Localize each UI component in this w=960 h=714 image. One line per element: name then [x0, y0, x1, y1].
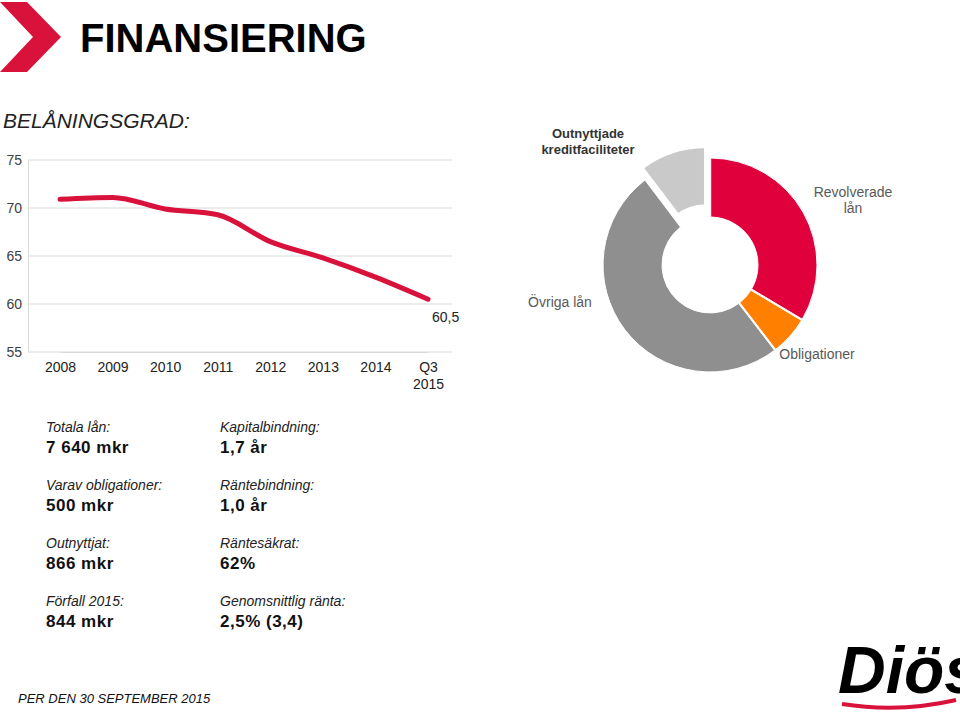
y-tick: 65 [6, 248, 28, 264]
y-tick: 70 [6, 200, 28, 216]
data-labels: 60,5 [432, 309, 459, 325]
stat-value: 2,5% (3,4) [220, 612, 303, 631]
y-tick: 75 [6, 152, 28, 168]
stat-value: 1,0 år [220, 496, 267, 515]
x-tick-label-line: 2013 [308, 359, 339, 375]
y-tick-label: 70 [6, 200, 22, 216]
x-tick: 2009 [97, 352, 128, 375]
x-tick-label-line: Q3 [419, 359, 438, 375]
x-tick-label: 2010 [150, 359, 181, 375]
donut-slice [642, 147, 705, 215]
slice-label-line: lån [844, 200, 863, 216]
logo: Diös [838, 633, 960, 708]
donut-slice [711, 158, 817, 319]
y-tick-label: 75 [6, 152, 22, 168]
y-axis: 55 60 65 70 75 [6, 152, 28, 360]
y-axis-line [28, 161, 29, 353]
x-tick: 2008 [45, 352, 76, 375]
slice-label: Övriga lån [528, 293, 592, 310]
donut-chart [603, 147, 817, 372]
y-tick: 55 [6, 344, 28, 360]
stat-value: 866 mkr [46, 554, 114, 573]
plot-area [60, 197, 428, 299]
stat-label: Outnyttjat: [46, 535, 110, 551]
slice-labels: Revolveradelån Obligationer Övriga lån Outn… [528, 126, 892, 362]
stat-value: 1,7 år [220, 438, 267, 457]
stat-label: Räntesäkrat: [220, 535, 299, 551]
y-tick-label: 65 [6, 248, 22, 264]
footer: PER DEN 30 SEPTEMBER 2015 [18, 691, 211, 706]
x-tick: 2011 [203, 352, 233, 375]
grid [28, 160, 452, 352]
x-tick-label-line: 2012 [255, 359, 286, 375]
grid-line [28, 352, 452, 353]
slice-label-line: Outnyttjade [552, 126, 624, 141]
logo-swoosh [842, 700, 956, 708]
grid-line [28, 160, 452, 161]
slice-label-line: Obligationer [779, 346, 855, 362]
grid-line [28, 256, 452, 257]
slice-label: Revolveradelån [814, 184, 893, 216]
chart-title: BELÅNINGSGRAD: [3, 109, 190, 132]
x-tick-label-line: 2009 [97, 359, 128, 375]
stats: Totala lån: 7 640 mkr Varav obligationer: 5… [46, 419, 345, 631]
x-tick: 2013 [308, 352, 339, 375]
stat-label: Totala lån: [46, 419, 110, 435]
x-tick-label: 2011 [203, 359, 233, 375]
stat-label: Genomsnittlig ränta: [220, 593, 345, 609]
stat-label: Förfall 2015: [46, 593, 124, 609]
y-tick: 60 [6, 296, 28, 312]
x-tick: 2014 [360, 352, 391, 375]
x-tick-label: 2012 [255, 359, 286, 375]
y-tick-label: 55 [6, 344, 22, 360]
logo-text: Diös [838, 633, 960, 707]
slice-label-line: kreditfaciliteter [541, 142, 634, 157]
stat-label: Kapitalbindning: [220, 419, 320, 435]
slice-label: Outnyttjadekreditfaciliteter [541, 126, 634, 157]
slice-label-line: Revolverade [814, 184, 893, 200]
canvas: FINANSIERING BELÅNINGSGRAD: 55 60 65 70 75 2008… [0, 0, 960, 714]
stat-value: 844 mkr [46, 612, 114, 631]
grid-line [28, 208, 452, 209]
x-tick-label-line: 2008 [45, 359, 76, 375]
stat-label: Varav obligationer: [46, 477, 162, 493]
stat-label: Räntebindning: [220, 477, 314, 493]
line-chart: BELÅNINGSGRAD: 55 60 65 70 75 2008 2009 2010 2011… [3, 109, 459, 392]
grid-line [28, 304, 452, 305]
stat-value: 7 640 mkr [46, 438, 129, 457]
x-tick-label-line: 2010 [150, 359, 181, 375]
y-tick-label: 60 [6, 296, 22, 312]
x-tick: 2010 [150, 352, 181, 375]
x-tick: 2012 [255, 352, 286, 375]
x-tick-label: 2014 [360, 359, 391, 375]
page-title: FINANSIERING [80, 16, 367, 60]
x-tick-label-line: 2015 [413, 376, 444, 392]
x-tick: Q32015 [413, 352, 444, 392]
x-tick-label-line: 2014 [360, 359, 391, 375]
x-axis-line [61, 352, 429, 353]
stat-value: 500 mkr [46, 496, 114, 515]
slice-label-line: Övriga lån [528, 293, 592, 310]
x-tick-label: 2008 [45, 359, 76, 375]
data-line [60, 197, 428, 299]
stat-value: 62% [220, 554, 256, 573]
x-tick-label-line: 2011 [203, 359, 233, 375]
x-tick-label: 2009 [97, 359, 128, 375]
slice-label: Obligationer [779, 346, 855, 362]
x-tick-label: 2013 [308, 359, 339, 375]
header-chevron [0, 2, 61, 72]
x-tick-label: Q32015 [413, 359, 444, 392]
data-label: 60,5 [432, 309, 459, 325]
page: FINANSIERING BELÅNINGSGRAD: 55 60 65 70 75 2008… [0, 0, 960, 714]
x-axis: 2008 2009 2010 2011 2012 2013 2014 Q32015 [45, 352, 444, 392]
